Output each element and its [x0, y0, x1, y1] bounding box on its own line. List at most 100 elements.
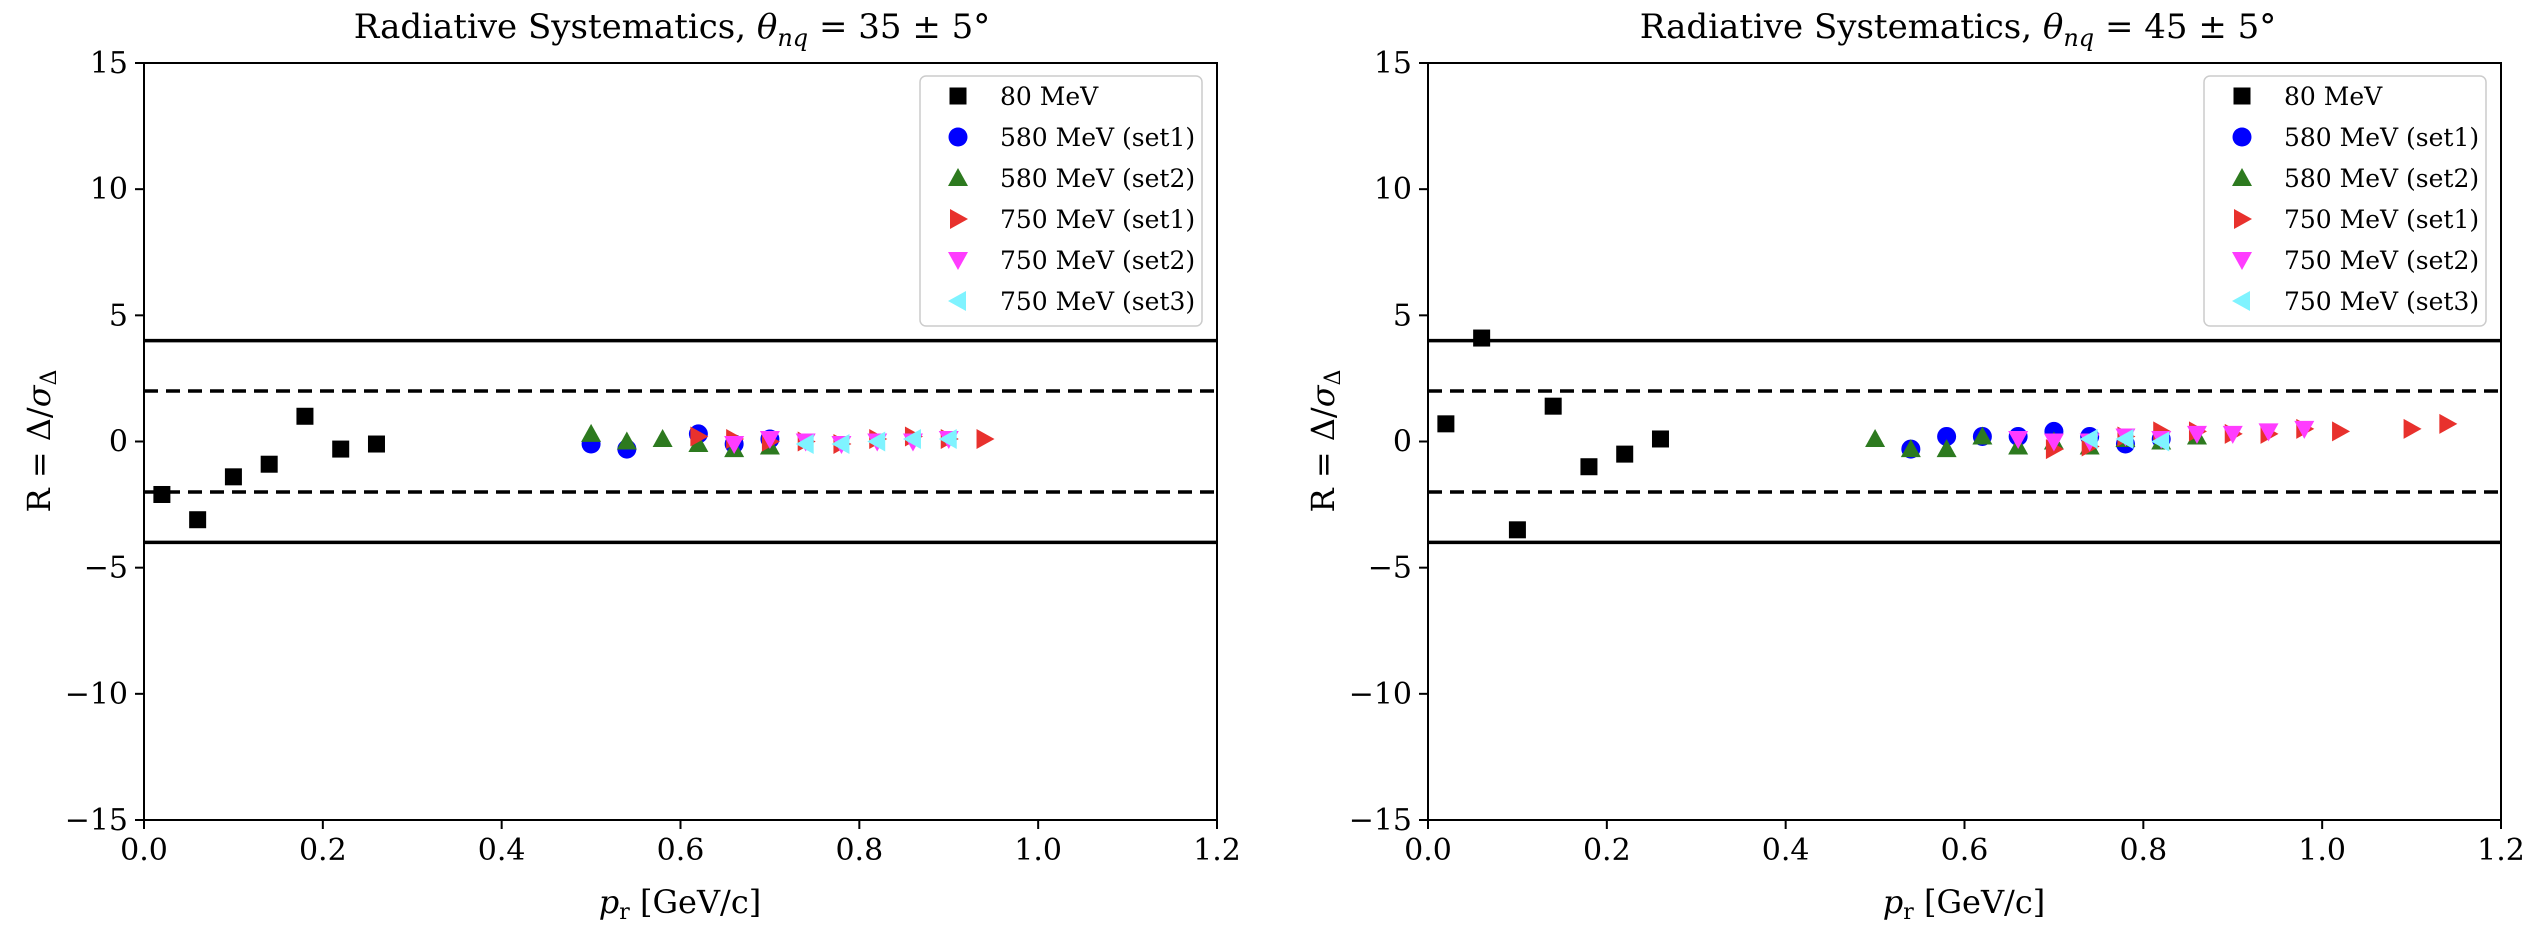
x-tick-label: 0.8 [2119, 833, 2167, 868]
x-tick-label: 0.8 [835, 833, 883, 868]
data-point [1651, 430, 1669, 448]
legend-marker [2234, 209, 2252, 229]
legend-marker [948, 252, 968, 270]
x-tick-label: 1.2 [2477, 833, 2525, 868]
data-point [1937, 426, 1957, 446]
data-point [759, 430, 780, 449]
legend-marker [949, 87, 967, 105]
y-tick-label: 15 [1374, 46, 1412, 81]
legend-label: 80 MeV [2284, 82, 2383, 111]
data-point [2008, 430, 2029, 449]
data-point [2079, 428, 2098, 449]
y-tick-label: −10 [65, 677, 128, 712]
x-tick-label: 0.2 [299, 833, 347, 868]
data-point [902, 428, 921, 449]
data-point [2115, 428, 2134, 449]
data-point [2186, 425, 2207, 444]
chart-panel-left: Radiative Systematics, θnq = 35 ± 5° pr … [20, 7, 1241, 925]
y-tick-label: −5 [84, 551, 128, 586]
x-axis-label: pr [GeV/c] [1883, 883, 2045, 925]
legend-marker [950, 209, 968, 229]
legend-label: 580 MeV (set1) [1000, 123, 1195, 152]
y-tick-label: −5 [1368, 551, 1412, 586]
legend-label: 750 MeV (set2) [1000, 246, 1195, 275]
data-point [2258, 423, 2279, 442]
data-point [224, 468, 242, 486]
legend-label: 750 MeV (set3) [1000, 287, 1195, 316]
y-tick-label: 10 [1374, 172, 1412, 207]
data-point [1865, 428, 1886, 447]
y-axis-label: R = Δ/σΔ [1304, 370, 1346, 513]
y-tick-label: 5 [109, 298, 128, 333]
data-point [2043, 433, 2064, 452]
x-tick-label: 1.2 [1193, 833, 1241, 868]
legend-marker [2232, 127, 2252, 147]
chart-title: Radiative Systematics, θnq = 35 ± 5° [354, 7, 991, 52]
data-point [1972, 426, 1993, 445]
y-tick-label: 0 [109, 425, 128, 460]
x-tick-label: 0.4 [1762, 833, 1810, 868]
legend-marker [948, 127, 968, 147]
x-tick-label: 0.4 [478, 833, 526, 868]
legend-label: 580 MeV (set1) [2284, 123, 2479, 152]
data-point [688, 434, 709, 453]
x-tick-label: 0.0 [1404, 833, 1452, 868]
x-tick-label: 0.6 [657, 833, 705, 868]
legend-marker [2233, 87, 2251, 105]
data-point [1473, 329, 1491, 347]
data-point [795, 434, 814, 455]
y-tick-label: 10 [90, 172, 128, 207]
legend-label: 750 MeV (set3) [2284, 287, 2479, 316]
x-tick-label: 0.6 [1941, 833, 1989, 868]
data-point [260, 455, 278, 473]
legend-label: 750 MeV (set1) [2284, 205, 2479, 234]
data-point [1900, 439, 1921, 458]
data-point [1437, 415, 1455, 433]
legend-marker [2232, 252, 2252, 270]
data-point [581, 423, 602, 442]
data-point [652, 428, 673, 447]
legend-label: 750 MeV (set2) [2284, 246, 2479, 275]
data-point [332, 440, 350, 458]
data-point [616, 431, 637, 450]
data-point [976, 428, 995, 449]
data-point [724, 436, 745, 455]
legend-marker [948, 168, 968, 186]
legend-marker [2232, 291, 2250, 311]
legend-label: 750 MeV (set1) [1000, 205, 1195, 234]
data-point [831, 434, 850, 455]
legend-marker [2232, 168, 2252, 186]
x-tick-label: 0.2 [1583, 833, 1631, 868]
legend: 80 MeV 580 MeV (set1) 580 MeV (set2) 750 Me… [2203, 75, 2487, 327]
y-tick-label: −15 [65, 803, 128, 838]
y-tick-label: 15 [90, 46, 128, 81]
data-point [2222, 425, 2243, 444]
x-tick-label: 1.0 [2298, 833, 2346, 868]
y-tick-label: −10 [1349, 677, 1412, 712]
legend-label: 80 MeV [1000, 82, 1099, 111]
data-point [153, 485, 171, 503]
x-tick-label: 1.0 [1014, 833, 1062, 868]
y-tick-label: 5 [1393, 298, 1412, 333]
y-axis-label: R = Δ/σΔ [20, 370, 62, 513]
data-point [1616, 445, 1634, 463]
chart-panel-right: Radiative Systematics, θnq = 45 ± 5° pr … [1304, 7, 2525, 925]
data-point [2294, 420, 2315, 439]
data-point [690, 426, 709, 447]
legend-marker [948, 291, 966, 311]
data-point [2403, 418, 2422, 439]
data-point [1544, 397, 1562, 415]
legend: 80 MeV 580 MeV (set1) 580 MeV (set2) 750 Me… [919, 75, 1203, 327]
legend-label: 580 MeV (set2) [1000, 164, 1195, 193]
legend-label: 580 MeV (set2) [2284, 164, 2479, 193]
data-point [1936, 439, 1957, 458]
data-point [2439, 413, 2458, 434]
data-point [2151, 431, 2170, 452]
data-point [189, 511, 207, 529]
legend-box [919, 75, 1203, 327]
data-point [867, 431, 886, 452]
data-point [1508, 521, 1526, 539]
data-point [1580, 458, 1598, 476]
legend-box [2203, 75, 2487, 327]
